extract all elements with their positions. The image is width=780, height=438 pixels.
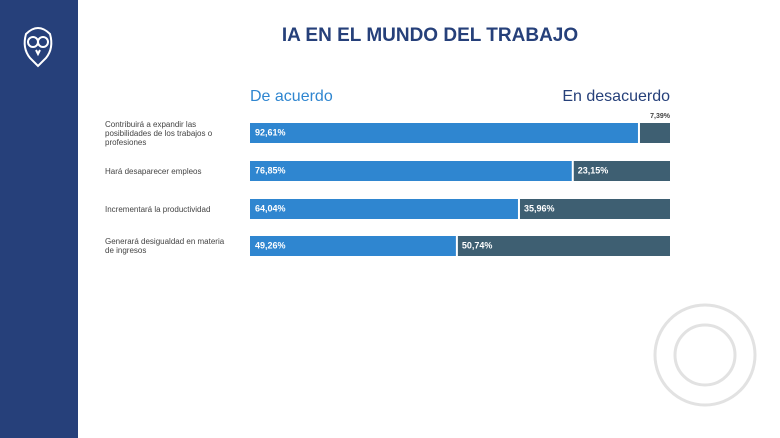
bar-segment xyxy=(250,199,518,219)
category-label: Contribuirá a expandir las posibilidades… xyxy=(105,119,213,147)
bar-segment xyxy=(250,123,638,143)
value-label: 50,74% xyxy=(462,240,493,250)
bar-segment xyxy=(250,161,572,181)
value-label: 76,85% xyxy=(255,165,286,175)
category-label: Incrementará la productividad xyxy=(105,204,211,214)
bar-segment xyxy=(639,123,670,143)
bar-segment xyxy=(457,236,670,256)
category-label: Generará desigualdad en materia de ingre… xyxy=(105,237,225,255)
bar-segment xyxy=(519,199,670,219)
value-label: 49,26% xyxy=(255,240,286,250)
value-label: 92,61% xyxy=(255,127,286,137)
value-label: 64,04% xyxy=(255,203,286,213)
sidebar xyxy=(0,0,78,438)
bar-segment xyxy=(250,236,456,256)
legend-entry: De acuerdo xyxy=(250,88,333,105)
value-label: 7,39% xyxy=(650,113,671,120)
value-label: 23,15% xyxy=(578,165,609,175)
watermark-logo xyxy=(653,303,757,407)
value-label: 35,96% xyxy=(524,203,555,213)
category-label: Hará desaparecer empleos xyxy=(105,166,202,176)
chart-title: IA EN EL MUNDO DEL TRABAJO xyxy=(282,25,578,46)
bar-segment xyxy=(573,161,670,181)
logo xyxy=(23,27,53,68)
legend-entry: En desacuerdo xyxy=(562,88,670,105)
